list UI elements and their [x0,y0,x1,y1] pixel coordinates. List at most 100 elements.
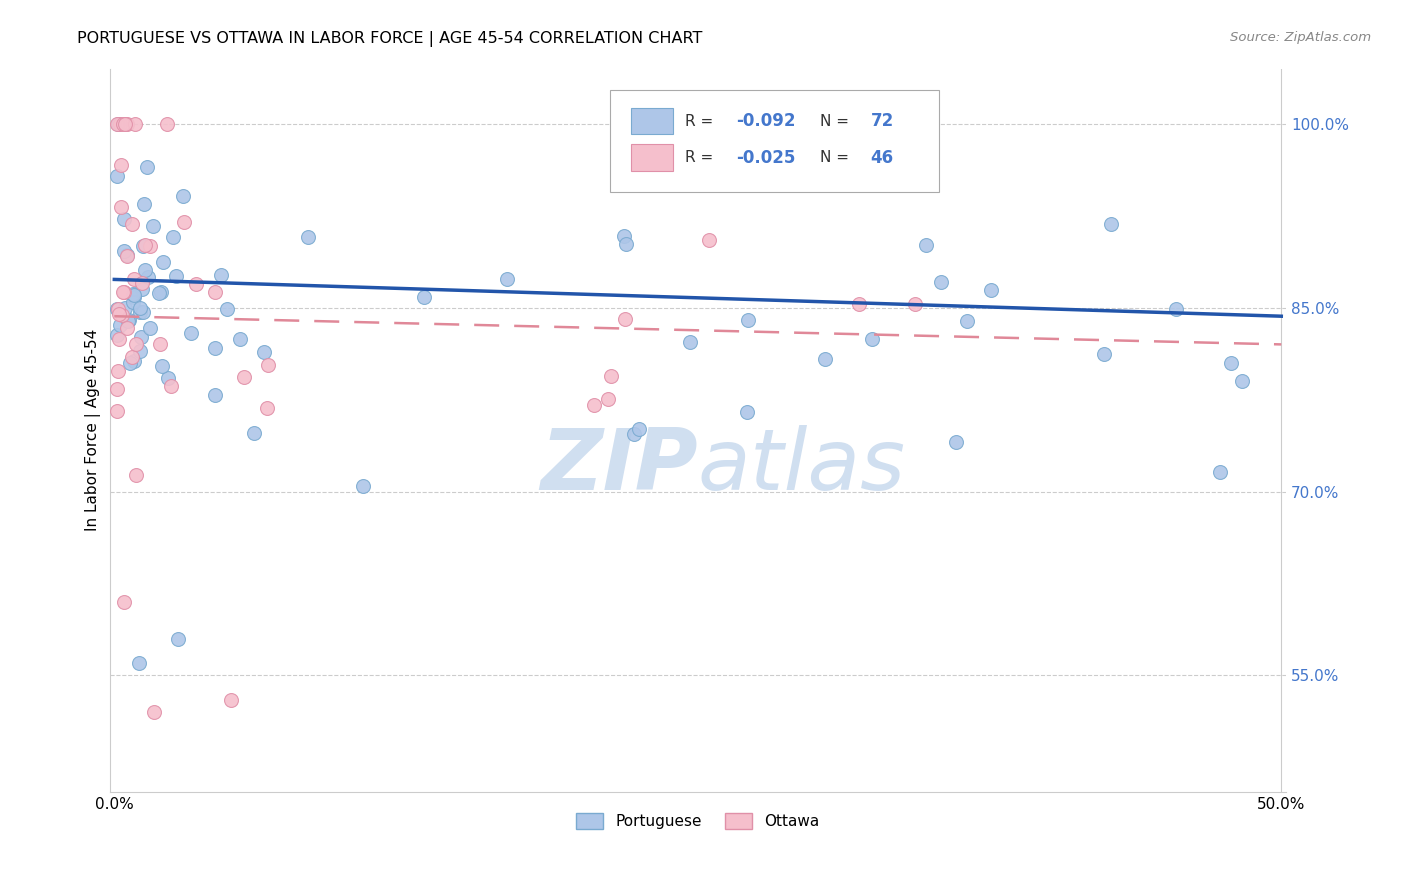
Point [184,277,207,291]
Point [124,117,146,131]
Text: ZIP: ZIP [540,425,697,508]
Point [128,657,150,671]
Point [149,337,172,351]
Text: PORTUGUESE VS OTTAWA IN LABOR FORCE | AGE 45-54 CORRELATION CHART: PORTUGUESE VS OTTAWA IN LABOR FORCE | AG… [77,31,703,47]
Point [114,301,136,315]
Point [614,237,637,252]
Point [860,331,883,345]
Point [1209,465,1232,479]
Point [134,263,156,277]
Point [352,479,374,493]
Point [496,271,519,285]
Point [105,117,128,131]
Point [413,289,436,303]
Point [583,398,606,412]
Point [108,117,131,131]
Text: 72: 72 [870,112,894,130]
Point [152,255,174,269]
Point [165,268,187,283]
Point [172,189,194,203]
Point [122,295,145,310]
Point [180,326,202,340]
Point [105,382,128,396]
Point [131,283,153,297]
Point [112,595,135,609]
Point [110,158,132,172]
Text: N =: N = [820,114,853,128]
Point [735,405,758,419]
Point [114,117,136,131]
Point [135,160,157,174]
Point [1166,302,1188,317]
Point [209,268,232,282]
Point [131,305,153,319]
Point [122,272,145,286]
Point [114,285,136,299]
Point [600,368,623,383]
Point [107,302,129,317]
Point [737,312,759,326]
Point [623,426,645,441]
Point [129,301,152,315]
FancyBboxPatch shape [631,145,673,170]
Point [814,352,837,367]
Text: N =: N = [820,150,853,165]
Point [112,244,135,258]
Point [956,314,979,328]
Point [105,404,128,418]
Point [132,239,155,253]
Point [204,285,226,299]
Point [117,248,139,262]
Point [613,229,636,244]
Point [945,434,967,449]
Point [1220,356,1243,370]
FancyBboxPatch shape [631,108,673,135]
Point [150,359,173,373]
Point [1230,375,1253,389]
Point [1101,217,1123,231]
Point [167,632,190,646]
Point [980,283,1002,297]
Point [121,351,143,365]
Point [121,217,143,231]
Point [1092,347,1115,361]
Point [253,345,276,359]
Point [143,705,166,719]
Point [149,285,172,299]
Point [136,269,159,284]
Point [107,169,129,184]
Point [159,378,181,392]
Point [120,356,142,370]
Point [697,233,720,247]
Point [204,341,226,355]
Point [627,422,650,436]
Point [125,336,148,351]
Legend: Portuguese, Ottawa: Portuguese, Ottawa [569,806,825,835]
Point [128,305,150,319]
Point [108,332,131,346]
Text: 46: 46 [870,148,894,167]
Point [256,401,278,415]
Point [107,307,129,321]
Point [297,229,319,244]
Point [204,388,226,402]
Point [138,239,160,253]
Text: atlas: atlas [697,425,905,508]
Point [110,200,132,214]
Point [111,308,134,322]
Point [115,117,138,131]
Point [105,302,128,317]
Point [107,117,129,131]
Point [157,370,180,384]
Point [219,693,242,707]
Point [139,320,162,334]
Point [132,197,155,211]
Point [117,321,139,335]
Point [117,314,139,328]
Point [112,117,135,131]
Point [107,364,129,378]
Point [215,301,238,316]
Point [111,285,134,300]
Point [124,354,146,368]
Text: R =: R = [685,114,718,128]
